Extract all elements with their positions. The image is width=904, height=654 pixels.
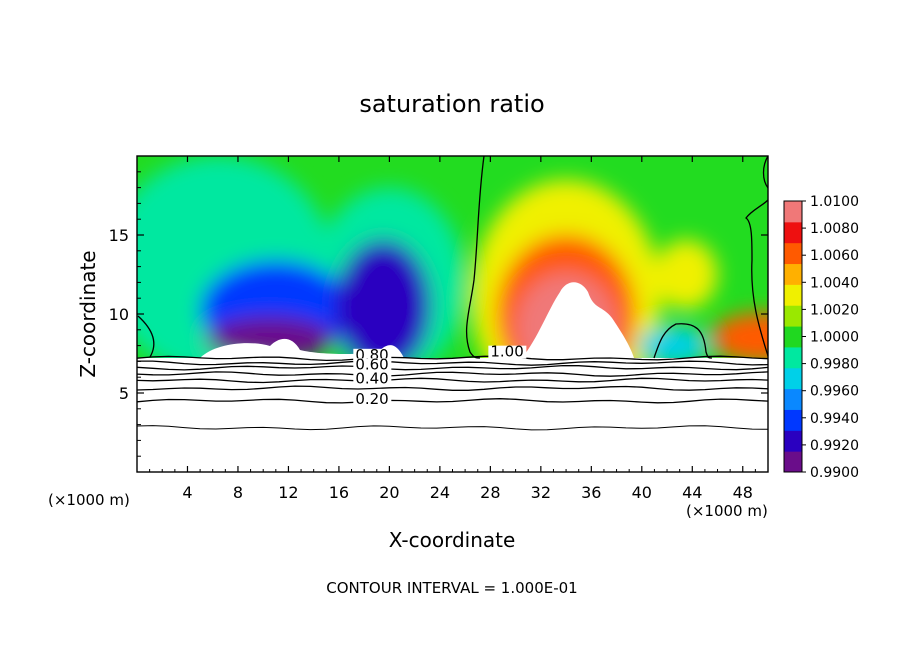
contour-label-2: 0.60 xyxy=(355,355,388,373)
colorbar-swatch-1 xyxy=(784,430,802,452)
contour-label-bg-4 xyxy=(353,393,392,407)
contour-label-0: 1.00 xyxy=(490,343,523,361)
colorbar-swatch-9 xyxy=(784,263,802,285)
y-tick-label-5: 5 xyxy=(119,384,129,403)
colorbar-label-3: 1.0040 xyxy=(810,275,859,291)
contour-line-0 xyxy=(137,355,768,362)
colorbar-label-0: 1.0100 xyxy=(810,194,859,210)
contour-label-bg-2 xyxy=(353,358,392,372)
contour-interval-note: CONTOUR INTERVAL = 1.000E-01 xyxy=(326,579,577,597)
color-field xyxy=(137,156,768,472)
x-tick-label-20: 20 xyxy=(379,483,399,502)
colorbar-swatch-4 xyxy=(784,367,802,390)
colorbar-swatch-3 xyxy=(784,388,802,410)
contour-1.00-left xyxy=(137,315,155,358)
contour-line-4 xyxy=(137,377,768,384)
field-blob-10 xyxy=(711,312,768,363)
colorbar-label-4: 1.0020 xyxy=(810,302,859,318)
x-axis-title: X-coordinate xyxy=(389,528,516,552)
colorbar-swatch-12 xyxy=(784,201,802,223)
contour-label-bg-3 xyxy=(353,372,392,386)
x-tick-label-44: 44 xyxy=(682,483,702,502)
contour-line-5 xyxy=(137,385,768,391)
contour-line-1 xyxy=(137,360,768,366)
contour-label-3: 0.40 xyxy=(355,370,388,388)
x-tick-label-40: 40 xyxy=(632,483,652,502)
colorbar-swatch-6 xyxy=(784,326,802,348)
colorbar-label-9: 0.9920 xyxy=(810,438,859,454)
colorbar-swatch-2 xyxy=(784,409,802,431)
cloud-region-center xyxy=(522,282,634,358)
x-tick-label-24: 24 xyxy=(430,483,450,502)
cloud-region-left xyxy=(200,338,404,358)
colorbar-label-8: 0.9940 xyxy=(810,411,859,427)
colorbar-swatch-11 xyxy=(784,221,802,244)
colorbar: 1.0100 1.0080 1.0060 1.0040 1.0020 1.0000 0.99… xyxy=(783,194,859,481)
x-tick-label-36: 36 xyxy=(581,483,601,502)
colorbar-label-5: 1.0000 xyxy=(810,330,859,346)
x-axis: 4 8 12 16 20 24 28 32 36 40 44 48 xyxy=(149,156,756,502)
y-axis: 5 10 15 xyxy=(109,171,768,457)
y-tick-label-10: 10 xyxy=(109,305,129,324)
x-tick-label-28: 28 xyxy=(480,483,500,502)
colorbar-swatch-5 xyxy=(784,346,802,369)
colorbar-swatch-7 xyxy=(784,305,802,327)
x-unit-label-right: (×1000 m) xyxy=(686,502,768,520)
x-unit-label-left: (×1000 m) xyxy=(48,491,130,509)
contour-1.00-right xyxy=(653,155,769,359)
colorbar-label-10: 0.9900 xyxy=(810,465,859,481)
field-blob-11 xyxy=(638,326,709,365)
x-tick-label-8: 8 xyxy=(233,483,243,502)
colorbar-label-6: 0.9980 xyxy=(810,357,859,373)
colorbar-swatch-8 xyxy=(784,284,802,306)
contour-label-bg-0 xyxy=(488,345,527,359)
contour-line-6 xyxy=(137,398,768,404)
contour-line-7 xyxy=(137,425,768,431)
x-tick-label-48: 48 xyxy=(733,483,753,502)
x-tick-label-16: 16 xyxy=(329,483,349,502)
x-tick-label-4: 4 xyxy=(182,483,192,502)
x-tick-label-12: 12 xyxy=(278,483,298,502)
colorbar-label-7: 0.9960 xyxy=(810,384,859,400)
field-blob-9 xyxy=(654,239,718,310)
x-tick-label-32: 32 xyxy=(531,483,551,502)
chart-title: saturation ratio xyxy=(359,90,544,118)
contour-1.00-center xyxy=(465,155,485,359)
field-blob-3 xyxy=(335,239,432,373)
contour-lines xyxy=(137,355,768,431)
colorbar-label-2: 1.0060 xyxy=(810,248,859,264)
subsaturated-region xyxy=(137,358,768,472)
y-tick-label-15: 15 xyxy=(109,226,129,245)
colorbar-label-1: 1.0080 xyxy=(810,221,859,237)
colorbar-swatch-0 xyxy=(784,451,802,473)
contour-label-4: 0.20 xyxy=(355,390,388,408)
contour-line-3 xyxy=(137,371,768,377)
colorbar-swatch-10 xyxy=(784,242,802,265)
contour-line-2 xyxy=(137,364,768,371)
y-axis-title: Z-coordinate xyxy=(76,250,100,377)
contour-labels: 1.000.800.600.400.20 xyxy=(353,343,527,408)
